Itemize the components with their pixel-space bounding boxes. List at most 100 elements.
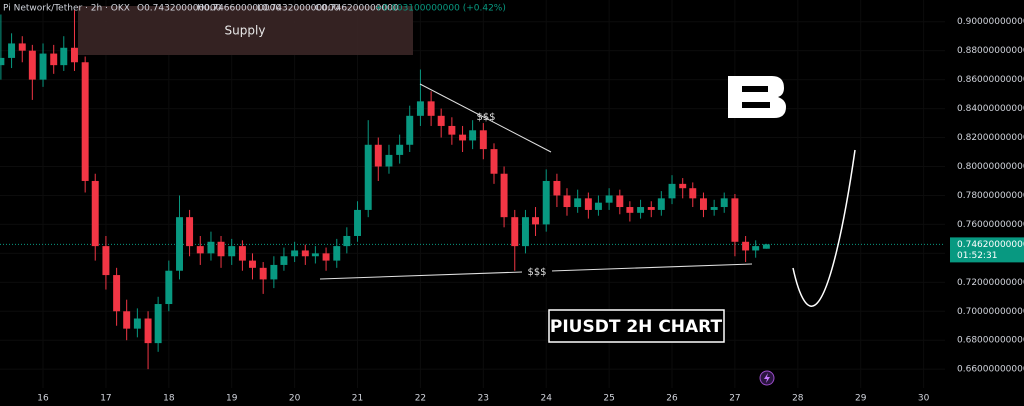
candle-body <box>626 207 634 213</box>
liquidity-bottom: $$$ <box>527 267 546 278</box>
candle-body <box>479 130 487 150</box>
candle-body <box>542 180 550 225</box>
x-tick-label: 17 <box>100 394 111 404</box>
candle-body <box>459 134 467 141</box>
candle-body <box>354 209 361 236</box>
candle-body <box>657 198 665 210</box>
candle-body <box>762 244 770 249</box>
y-tick-label: 0.680000000000 <box>957 336 1024 346</box>
candle-body <box>752 246 760 251</box>
candle-body <box>217 241 225 257</box>
axes: 0.660000000000 0.680000000000 0.7000000000… <box>37 17 1024 404</box>
header-open: O0.743200000000 <box>137 4 222 14</box>
candle-body <box>186 217 194 247</box>
candle-body <box>113 275 121 312</box>
y-tick-label: 0.800000000000 <box>957 162 1024 172</box>
candle-body <box>521 217 529 247</box>
x-tick-label: 21 <box>352 394 363 404</box>
candle-body <box>605 195 613 203</box>
candle-body <box>679 183 687 189</box>
candle-body <box>311 253 319 257</box>
candle-body <box>699 198 707 210</box>
label-bg <box>522 266 552 278</box>
candle-body <box>469 130 477 141</box>
candle-body <box>594 202 602 210</box>
y-tick-label: 0.880000000000 <box>957 46 1024 56</box>
trendline-top <box>419 83 552 153</box>
x-tick-label: 29 <box>855 394 867 404</box>
candle-body <box>249 260 256 268</box>
candles <box>0 10 770 370</box>
last-price-label: 0.746200000000 <box>957 240 1024 250</box>
candle-body <box>374 144 382 167</box>
x-tick-label: 26 <box>666 394 678 404</box>
candle-body <box>144 318 152 344</box>
x-tick-label: 19 <box>226 394 238 404</box>
candle-body <box>333 246 341 261</box>
last-price-box <box>950 237 1024 263</box>
candle-body <box>500 173 508 218</box>
candle-body <box>343 235 351 247</box>
caption: PIUSDT 2H CHART <box>550 317 723 337</box>
x-tick-label: 24 <box>540 394 552 404</box>
supply-label: Supply <box>225 24 266 38</box>
candle-body <box>8 43 16 58</box>
candle-body <box>385 154 393 167</box>
header-low: L0.743200000000 <box>257 4 340 14</box>
candle-body <box>259 267 267 280</box>
y-tick-label: 0.660000000000 <box>957 365 1024 375</box>
candle-body <box>710 207 718 210</box>
candle-body <box>228 246 236 257</box>
candle-body <box>731 198 739 242</box>
x-tick-label: 16 <box>37 394 49 404</box>
candle-body <box>584 198 592 210</box>
candle-body <box>91 180 99 247</box>
y-tick-label: 0.860000000000 <box>957 75 1024 85</box>
supply-zone <box>78 6 413 55</box>
candle-body <box>416 101 424 116</box>
candle-body <box>207 241 215 254</box>
candle-body <box>280 256 288 265</box>
candle-body <box>50 53 58 66</box>
candle-body <box>720 198 728 208</box>
candle-body <box>81 62 89 181</box>
y-tick-label: 0.760000000000 <box>957 220 1024 230</box>
y-tick-label: 0.780000000000 <box>957 191 1024 201</box>
candle-body <box>60 47 68 66</box>
candle-body <box>427 101 435 116</box>
candle-body <box>291 250 299 257</box>
header-high: H0.746600000000 <box>197 4 281 14</box>
candle-body <box>196 246 204 254</box>
countdown: 01:52:31 <box>957 251 997 261</box>
candle-body <box>70 47 78 63</box>
x-tick-label: 25 <box>603 394 614 404</box>
candle-body <box>637 207 645 213</box>
x-tick-label: 28 <box>792 394 804 404</box>
y-tick-label: 0.840000000000 <box>957 104 1024 114</box>
candle-body <box>689 188 697 199</box>
caption-box <box>548 309 725 343</box>
candle-body <box>176 217 183 271</box>
candle-body <box>18 43 26 51</box>
candle-body <box>396 144 404 155</box>
candle-body <box>616 195 624 208</box>
header-symbol: Pi Network/Tether · 2h · OKX <box>3 4 130 14</box>
candle-body <box>563 195 571 208</box>
y-tick-label: 0.820000000000 <box>957 133 1024 143</box>
header-close: C0.746200000000 <box>315 4 399 14</box>
candle-body <box>511 217 519 247</box>
candle-body <box>238 246 246 261</box>
candle-body <box>437 115 445 126</box>
candle-body <box>647 207 655 210</box>
lightning-bolt <box>764 373 770 383</box>
candle-body <box>133 318 141 329</box>
liquidity-top: $$$ <box>476 112 495 123</box>
x-tick-label: 18 <box>163 394 175 404</box>
candle-body <box>448 125 456 135</box>
candle-body <box>322 253 330 261</box>
candle-body <box>102 246 110 276</box>
candle-body <box>270 264 278 280</box>
candle-body <box>301 250 309 257</box>
candle-body <box>165 270 173 305</box>
